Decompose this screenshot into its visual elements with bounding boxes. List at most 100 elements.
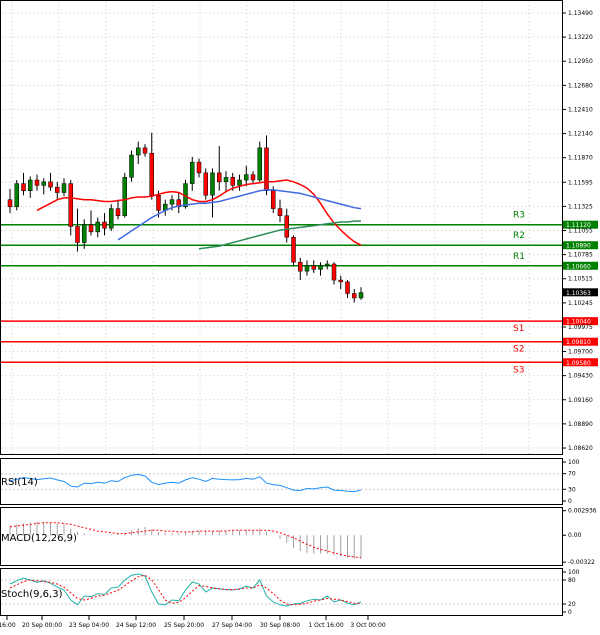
candle-body (318, 265, 323, 270)
level-badge-s3 (563, 358, 598, 367)
macd-label: MACD(12,26,9) (1, 533, 77, 544)
candle-body (210, 172, 215, 196)
candle-body (264, 147, 269, 192)
level-badge-text-r1: 1.10660 (566, 263, 591, 270)
candle-body (75, 226, 80, 243)
candle-body (190, 161, 195, 184)
candle-body (156, 194, 161, 211)
price-tick-label: 1.13490 (568, 10, 593, 17)
price-tick-label: 1.12140 (568, 131, 593, 138)
candle-body (277, 208, 283, 217)
candle-body (237, 179, 242, 186)
macd-tick-label: 0.00 (568, 532, 582, 539)
macd-tick-label: 0.002936 (568, 508, 597, 515)
level-badge-r1 (563, 261, 598, 270)
level-label-s3: S3 (513, 365, 524, 375)
candle-body (325, 263, 330, 267)
candle-body (176, 199, 181, 208)
pane-border-macd (0, 507, 563, 566)
pane-border-main (0, 0, 563, 455)
rsi-label: RSI(14) (1, 477, 38, 488)
candle-body (55, 186, 60, 193)
rsi-tick-label: 70 (568, 471, 576, 478)
macd-signal-line (9, 522, 362, 559)
price-tick-label: 1.11595 (568, 179, 593, 186)
price-tick-label: 1.09430 (568, 373, 593, 380)
candle-body (68, 183, 73, 227)
candle-body (102, 221, 107, 229)
price-tick-label: 1.11870 (568, 155, 593, 162)
time-tick-label: 30 Sep 08:00 (260, 622, 300, 629)
candlesticks (7, 132, 364, 303)
candle-body (41, 181, 46, 186)
candle-body (338, 279, 343, 283)
candle-body (21, 183, 26, 192)
level-badge-text-s2: 1.09810 (566, 339, 591, 346)
time-tick-label: 3 Oct 00:00 (350, 622, 385, 629)
price-axis: 1.13490 1.13220 1.12950 1.12680 1.12410 1.121… (563, 10, 593, 452)
time-tick-label: 24 Sep 12:00 (116, 622, 156, 629)
macd-tick-label: -0.00322 (568, 559, 595, 566)
stoch-label: Stoch(9,6,3) (1, 589, 63, 600)
candle-body (358, 292, 364, 299)
level-label-r3: R3 (513, 211, 525, 221)
candle-body (311, 265, 316, 270)
level-label-s1: S1 (513, 324, 524, 334)
chart-grid (0, 0, 563, 616)
candle-body (284, 215, 289, 238)
price-tick-label: 1.13220 (568, 34, 593, 41)
price-tick-label: 1.11055 (568, 228, 593, 235)
candle-body (82, 224, 87, 243)
pane-border-stoch (0, 568, 563, 616)
candle-body (7, 199, 13, 208)
price-tick-label: 1.10785 (568, 252, 593, 259)
candle-body (304, 265, 310, 272)
candle-body (331, 263, 337, 281)
candle-body (196, 161, 202, 174)
candle-body (28, 179, 33, 192)
time-tick-label: 25 Sep 20:00 (164, 622, 204, 629)
rsi-tick-label: 0 (568, 498, 572, 505)
current-price-badge (563, 288, 598, 297)
candle-body (352, 293, 357, 299)
level-badge-s2 (563, 337, 598, 346)
candle-body (250, 174, 256, 181)
level-badge-r3 (563, 220, 598, 229)
candle-body (115, 208, 121, 217)
candle-body (271, 190, 276, 209)
candle-body (203, 172, 208, 196)
ma-red-line (36, 179, 362, 246)
price-tick-label: 1.09700 (568, 349, 593, 356)
price-tick-label: 1.12950 (568, 58, 593, 65)
candle-body (257, 147, 262, 181)
candle-body (298, 261, 303, 272)
candle-body (88, 224, 94, 233)
stoch-tick-label: 20 (568, 601, 576, 608)
price-tick-label: 1.11325 (568, 203, 593, 210)
rsi-tick-label: 30 (568, 486, 576, 493)
candle-body (48, 181, 53, 188)
price-tick-label: 1.08890 (568, 421, 593, 428)
price-tick-label: 1.08620 (568, 445, 593, 452)
level-badge-text-s1: 1.10040 (566, 319, 591, 326)
candle-body (149, 152, 154, 196)
time-tick-label: 1 Oct 16:00 (308, 622, 343, 629)
candle-body (345, 281, 350, 294)
candle-body (291, 236, 296, 263)
time-tick-label: 20 Sep 00:00 (22, 622, 62, 629)
current-price-text: 1.10363 (566, 290, 591, 297)
price-tick-label: 1.12410 (568, 106, 593, 113)
candle-body (142, 147, 148, 154)
candle-body (34, 179, 40, 186)
stoch-tick-label: 0 (568, 609, 572, 616)
candle-body (122, 177, 127, 217)
time-tick-label: 16:00 (0, 622, 16, 629)
ma-blue-line (117, 189, 362, 241)
candle-body (217, 172, 222, 183)
candle-body (14, 183, 19, 208)
candle-body (169, 199, 175, 205)
pivot-levels: R3 1.11120 R2 1.10890 R1 1.10660 S1 1.10040 S2 1.… (1, 211, 598, 375)
stoch-tick-label: 100 (568, 569, 580, 576)
